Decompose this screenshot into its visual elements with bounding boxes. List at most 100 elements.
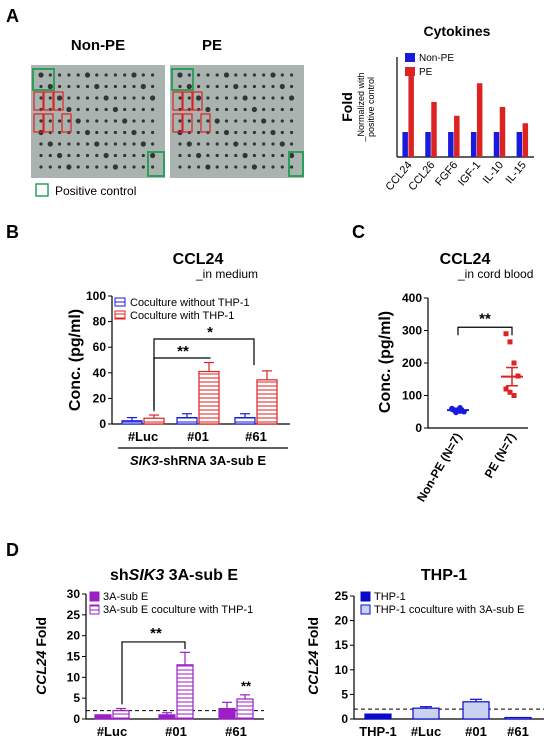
blot-dot: [279, 83, 285, 90]
blot-dot: [76, 84, 80, 89]
blot-dot: [95, 130, 99, 135]
chart-thp1: THP-1 CCL24 Fold 0 5 10 15 20 25 THP-1 #Luc #01 #61…: [305, 567, 544, 739]
bar-non-pe: [402, 132, 408, 157]
y-tick-label: 20: [93, 391, 107, 405]
blot-dot: [48, 165, 52, 169]
blot-dot: [141, 153, 145, 158]
panel-letter-c: C: [352, 222, 365, 242]
blot-dot: [206, 96, 210, 100]
blot-dot: [67, 142, 71, 146]
blot-dot: [123, 84, 127, 89]
y-tick-label: 5: [341, 687, 348, 701]
blot-dot: [112, 164, 118, 170]
bar-non-pe: [425, 132, 431, 157]
legend-label: 3A-sub E coculture with THP-1: [103, 604, 253, 616]
legend-swatch: [114, 297, 126, 307]
chart-title: CCL24: [173, 251, 224, 268]
blot-dot: [76, 130, 80, 135]
y-tick-label: 15: [67, 650, 81, 664]
chart-title: Cytokines: [424, 23, 491, 39]
data-point: [507, 339, 513, 345]
y-tick-label: 0: [341, 712, 348, 726]
blot-dot: [151, 119, 155, 123]
blot-dot: [39, 119, 43, 123]
blot-dot: [113, 84, 117, 89]
blot-dot: [67, 73, 71, 77]
blot-dot: [290, 130, 294, 135]
blot-dot: [270, 72, 276, 78]
blot-dot: [252, 130, 256, 135]
y-axis-label: Fold: [339, 92, 355, 122]
blot-dot: [178, 96, 182, 100]
blot-dot: [76, 153, 80, 158]
blot-dot: [178, 142, 182, 146]
data-point: [503, 331, 509, 337]
blot-dot: [67, 84, 71, 89]
blot-dot: [76, 73, 80, 77]
blot-dot: [223, 72, 230, 78]
blot-dot: [104, 130, 108, 135]
y-axis-label-group: CCL24 Fold: [33, 617, 49, 695]
y-tick-label: 300: [402, 324, 422, 338]
blot-dot: [262, 165, 266, 169]
significance-star: **: [241, 679, 252, 694]
blot-dots: [38, 72, 295, 170]
blot-dot: [243, 142, 247, 146]
bar: [143, 417, 165, 425]
blot-dot: [197, 119, 201, 123]
significance-bracket: [153, 357, 211, 409]
y-tick-label: 400: [402, 291, 422, 305]
blot-dot: [234, 73, 238, 77]
blot-dot: [186, 83, 192, 90]
x-tick-label: PE (N=7): [482, 431, 519, 481]
blot-dot: [47, 83, 53, 90]
blot-dot: [113, 73, 117, 77]
bar-non-pe: [493, 132, 500, 157]
blot-dot: [123, 153, 127, 158]
blot-dot: [206, 142, 210, 146]
blot-dot: [132, 96, 136, 100]
blot-dot: [48, 153, 52, 158]
bar-pe: [522, 123, 529, 157]
bar: [176, 417, 198, 425]
legend-label: Non-PE: [419, 53, 454, 64]
positive-control-box: [32, 68, 55, 91]
x-tick-label: THP-1: [359, 724, 397, 739]
blot-dot: [271, 107, 275, 112]
blot-dot: [104, 119, 108, 123]
blot-dot: [187, 153, 191, 158]
blot-dot: [262, 130, 266, 135]
blot-dot: [76, 165, 80, 169]
data-point: [511, 360, 517, 366]
blot-dot: [290, 165, 294, 169]
blot-dot: [132, 142, 136, 146]
blot-dot: [252, 142, 256, 146]
tick-label: FGF6: [433, 159, 460, 188]
blot-dot: [205, 106, 211, 113]
legend-label: PE: [419, 67, 433, 78]
blot-dot: [58, 165, 62, 169]
blot-dot: [197, 84, 201, 89]
highlight-boxes: [33, 91, 211, 133]
y-tick-label: 25: [67, 608, 81, 622]
legend-swatch: [360, 591, 371, 602]
blot-dot: [113, 96, 117, 100]
blot-dot: [243, 107, 247, 112]
blot-dot: [151, 142, 155, 146]
blot-dot: [76, 96, 80, 100]
x-tick-label: #01: [165, 724, 187, 739]
positive-control-box: [288, 151, 304, 177]
blot-dot: [206, 73, 210, 77]
blot-dot: [178, 165, 182, 169]
y-axis-label: Conc. (pg/ml): [377, 311, 394, 413]
blot-dot: [215, 142, 219, 146]
blot-title-pe: PE: [202, 37, 222, 54]
blot-dot: [252, 84, 256, 89]
blot-dot: [270, 129, 276, 136]
blot-dot: [141, 107, 145, 112]
blot-dot: [141, 119, 145, 123]
blot-dot: [123, 165, 127, 169]
blot-dot: [150, 152, 156, 159]
bar: [256, 379, 278, 425]
blot-dot: [290, 119, 294, 123]
